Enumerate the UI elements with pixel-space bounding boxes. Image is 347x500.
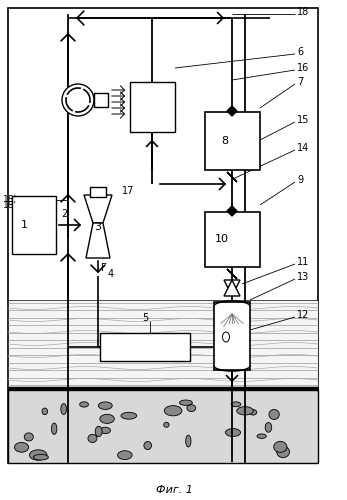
- Text: 18: 18: [297, 7, 309, 17]
- Ellipse shape: [164, 422, 169, 427]
- Text: 1: 1: [20, 220, 27, 230]
- Ellipse shape: [42, 408, 48, 414]
- Bar: [205, 112, 260, 170]
- Ellipse shape: [118, 450, 132, 460]
- Polygon shape: [86, 223, 110, 258]
- Ellipse shape: [88, 434, 97, 442]
- Text: 18': 18': [3, 196, 17, 204]
- Polygon shape: [227, 206, 237, 216]
- Ellipse shape: [274, 442, 287, 452]
- Text: 2: 2: [61, 209, 67, 219]
- Bar: [8, 8, 318, 463]
- Ellipse shape: [257, 434, 266, 438]
- Text: 5: 5: [142, 313, 148, 323]
- Bar: [214, 302, 250, 370]
- Polygon shape: [227, 269, 237, 279]
- Bar: [100, 333, 190, 361]
- Text: 15: 15: [297, 115, 310, 125]
- Ellipse shape: [24, 433, 33, 441]
- Ellipse shape: [29, 450, 47, 460]
- Ellipse shape: [231, 402, 241, 407]
- Polygon shape: [224, 280, 240, 296]
- Ellipse shape: [100, 428, 110, 434]
- Ellipse shape: [61, 404, 67, 414]
- Ellipse shape: [237, 406, 253, 415]
- Ellipse shape: [98, 402, 112, 409]
- Ellipse shape: [226, 428, 240, 436]
- Text: 13: 13: [297, 272, 309, 282]
- Bar: [8, 300, 318, 388]
- Ellipse shape: [164, 406, 182, 416]
- Ellipse shape: [51, 423, 57, 434]
- Bar: [90, 187, 106, 197]
- Text: 18': 18': [3, 202, 17, 210]
- Bar: [130, 82, 175, 132]
- Text: 17: 17: [122, 186, 134, 196]
- Ellipse shape: [249, 410, 257, 415]
- Ellipse shape: [80, 402, 88, 407]
- Ellipse shape: [100, 414, 114, 424]
- Text: 14: 14: [297, 143, 309, 153]
- Ellipse shape: [15, 442, 29, 452]
- Ellipse shape: [95, 426, 102, 436]
- Ellipse shape: [33, 454, 48, 460]
- Ellipse shape: [186, 435, 191, 447]
- Text: 12: 12: [297, 310, 310, 320]
- Polygon shape: [224, 280, 240, 296]
- Bar: [205, 212, 260, 267]
- Ellipse shape: [179, 400, 192, 406]
- Text: 16: 16: [297, 63, 309, 73]
- Text: Г: Г: [101, 263, 107, 273]
- Text: 3: 3: [94, 222, 101, 232]
- Text: 9: 9: [297, 175, 303, 185]
- Text: 8: 8: [221, 136, 229, 146]
- Polygon shape: [227, 106, 237, 116]
- Text: 4: 4: [108, 269, 114, 279]
- Polygon shape: [84, 195, 112, 223]
- Text: 10: 10: [215, 234, 229, 244]
- Ellipse shape: [121, 412, 137, 419]
- Ellipse shape: [269, 410, 279, 420]
- Ellipse shape: [265, 422, 272, 432]
- Ellipse shape: [277, 446, 289, 458]
- Bar: [8, 390, 318, 463]
- Ellipse shape: [187, 404, 196, 411]
- Text: 11: 11: [297, 257, 309, 267]
- Text: Фиг. 1: Фиг. 1: [155, 485, 193, 495]
- Bar: [94, 93, 108, 107]
- Ellipse shape: [144, 442, 152, 450]
- Circle shape: [62, 84, 94, 116]
- Text: 7: 7: [297, 77, 303, 87]
- Text: 6: 6: [297, 47, 303, 57]
- Bar: [12, 196, 56, 254]
- Polygon shape: [227, 172, 237, 182]
- Ellipse shape: [222, 332, 229, 342]
